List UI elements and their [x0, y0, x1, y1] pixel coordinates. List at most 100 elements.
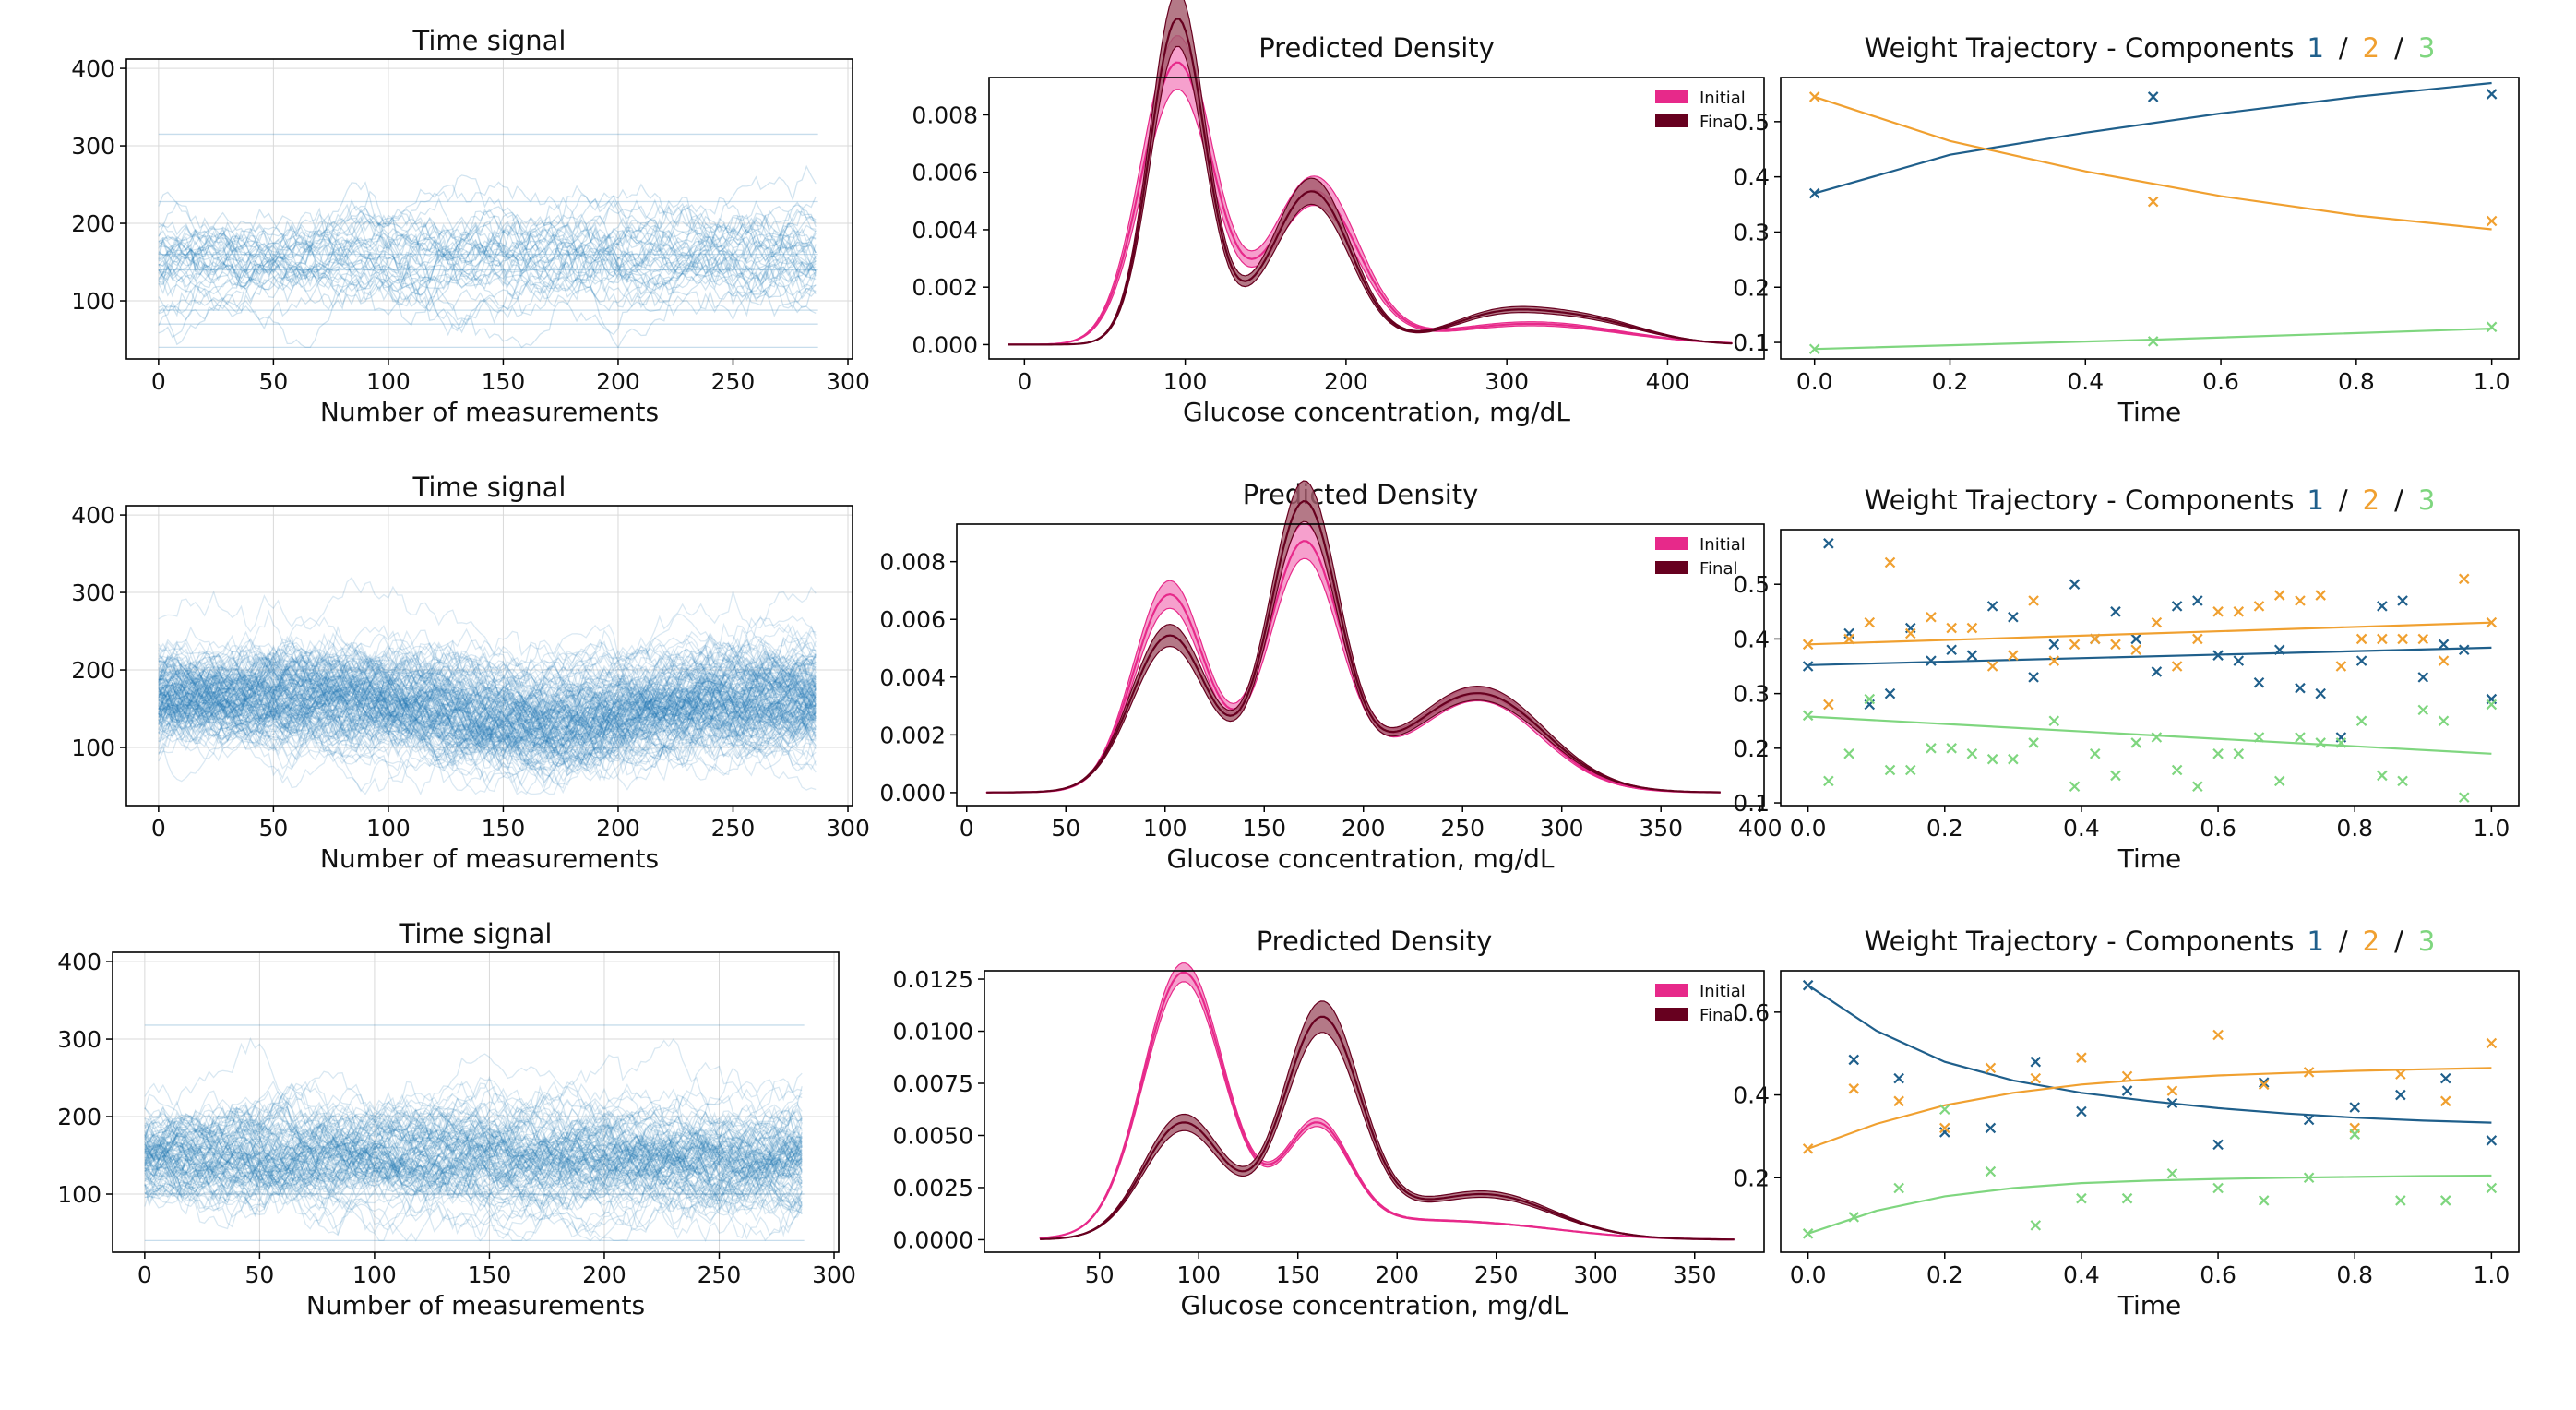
component-3-point: [1864, 693, 1876, 705]
component-1-point: [1802, 979, 1814, 991]
component-2-point: [1802, 639, 1814, 651]
signal-line: [144, 1128, 803, 1222]
panel-r3c2: 50 100 150 200 250 300 350 0.0000 0.0025 0.0050 0.…: [893, 926, 1765, 1320]
component-1-point: [2253, 677, 2265, 688]
signal-line: [158, 662, 817, 766]
signal-line: [158, 197, 817, 287]
legend-swatch-initial: [1655, 537, 1688, 550]
signal-line: [158, 220, 817, 317]
final-density-line: [1040, 1015, 1735, 1241]
component-2-trend-line: [1807, 1067, 2492, 1150]
component-1-point: [1986, 601, 1998, 612]
signal-line: [144, 1124, 803, 1209]
title-separator: /: [2394, 926, 2403, 957]
signal-line: [158, 658, 817, 783]
signal-line: [158, 670, 817, 777]
y-tick-label: 0.004: [912, 217, 978, 244]
signal-line: [144, 1136, 803, 1196]
x-axis-label: Time: [2117, 1290, 2182, 1320]
x-tick-label: 0.2: [1926, 815, 1963, 842]
signal-line: [158, 654, 817, 735]
signal-line: [158, 226, 817, 306]
component-1-point: [2171, 601, 2183, 612]
signal-line: [158, 649, 817, 749]
legend-label-final: Final: [1699, 559, 1737, 579]
x-tick-label: 150: [482, 815, 526, 842]
signal-line: [158, 655, 817, 731]
signal-line: [158, 656, 817, 795]
x-axis-label: Number of measurements: [320, 397, 659, 427]
signal-line: [158, 649, 817, 740]
component-3-point: [1939, 1104, 1950, 1116]
signal-line: [158, 245, 817, 349]
component-1-point: [2212, 650, 2224, 661]
signal-line: [144, 1143, 803, 1236]
signal-line: [158, 638, 817, 795]
chart-title-text: Weight Trajectory - Components: [1865, 32, 2295, 64]
signal-line: [158, 228, 817, 321]
signal-line: [158, 199, 817, 284]
signal-line: [158, 639, 817, 756]
component-3-point: [2192, 781, 2203, 793]
component-3-point: [2486, 1182, 2498, 1194]
signal-line: [144, 1123, 803, 1198]
signal-line: [144, 1121, 803, 1243]
chart-title: Time signal: [399, 918, 553, 950]
signal-line: [144, 1124, 803, 1238]
plot-frame: [1780, 970, 2520, 1253]
axis-ticks: 0.0 0.2 0.4 0.6 0.8 1.0 0.1 0.2 0.3 0.4 0.5: [1733, 109, 2510, 395]
signal-line: [144, 1127, 803, 1230]
y-tick-label: 100: [71, 288, 115, 315]
signal-line: [158, 670, 817, 744]
x-tick-label: 1.0: [2473, 1261, 2510, 1288]
component-1-point: [2028, 672, 2039, 683]
x-tick-label: 100: [1163, 368, 1208, 395]
x-tick-label: 0: [137, 1261, 152, 1288]
x-tick-label: 0.4: [2067, 368, 2104, 395]
component-1-point: [2438, 639, 2450, 651]
signal-line: [144, 1106, 803, 1216]
x-tick-label: 150: [1242, 815, 1286, 842]
legend-swatch-final: [1655, 561, 1688, 574]
title-separator: /: [2394, 32, 2403, 64]
y-tick-label: 0.0125: [893, 966, 973, 993]
signal-line: [144, 1093, 803, 1211]
component-2-point: [1986, 661, 1998, 672]
signal-line: [158, 222, 817, 317]
component-2-point: [2486, 616, 2498, 628]
signal-line: [158, 663, 817, 759]
component-2-point: [2192, 633, 2203, 645]
signal-line: [144, 1093, 803, 1181]
component-2-point: [1884, 556, 1896, 568]
signal-line: [144, 1139, 803, 1217]
signal-line: [158, 650, 817, 771]
x-tick-label: 0.6: [2200, 815, 2236, 842]
x-tick-label: 0.0: [1790, 815, 1827, 842]
title-component-2: 2: [2363, 32, 2379, 64]
x-tick-label: 300: [826, 368, 870, 395]
x-tick-label: 100: [366, 368, 411, 395]
plot-frame: [956, 523, 1765, 807]
signal-line: [144, 1094, 803, 1201]
signal-line: [158, 672, 817, 741]
y-tick-label: 300: [71, 580, 115, 606]
component-2-point: [1864, 616, 1876, 628]
x-tick-label: 200: [596, 815, 640, 842]
y-tick-label: 0.2: [1733, 274, 1770, 301]
component-1-point: [2486, 1135, 2498, 1146]
component-3-point: [1802, 710, 1814, 722]
signal-line: [144, 1086, 803, 1178]
x-tick-label: 250: [698, 1261, 742, 1288]
signal-line: [144, 1134, 803, 1207]
signal-line: [144, 1103, 803, 1194]
grid-lines: [126, 506, 853, 806]
x-tick-label: 50: [258, 368, 288, 395]
signal-line: [158, 649, 817, 726]
component-2-point: [2089, 633, 2101, 645]
signal-line: [144, 1111, 803, 1187]
chart-title: Weight Trajectory - Components 1 / 2 / 3: [1865, 32, 2436, 64]
component-3-trend-line: [1807, 715, 2492, 755]
signal-line: [158, 221, 817, 288]
signal-line: [144, 1081, 803, 1240]
component-1-point: [2458, 644, 2470, 656]
